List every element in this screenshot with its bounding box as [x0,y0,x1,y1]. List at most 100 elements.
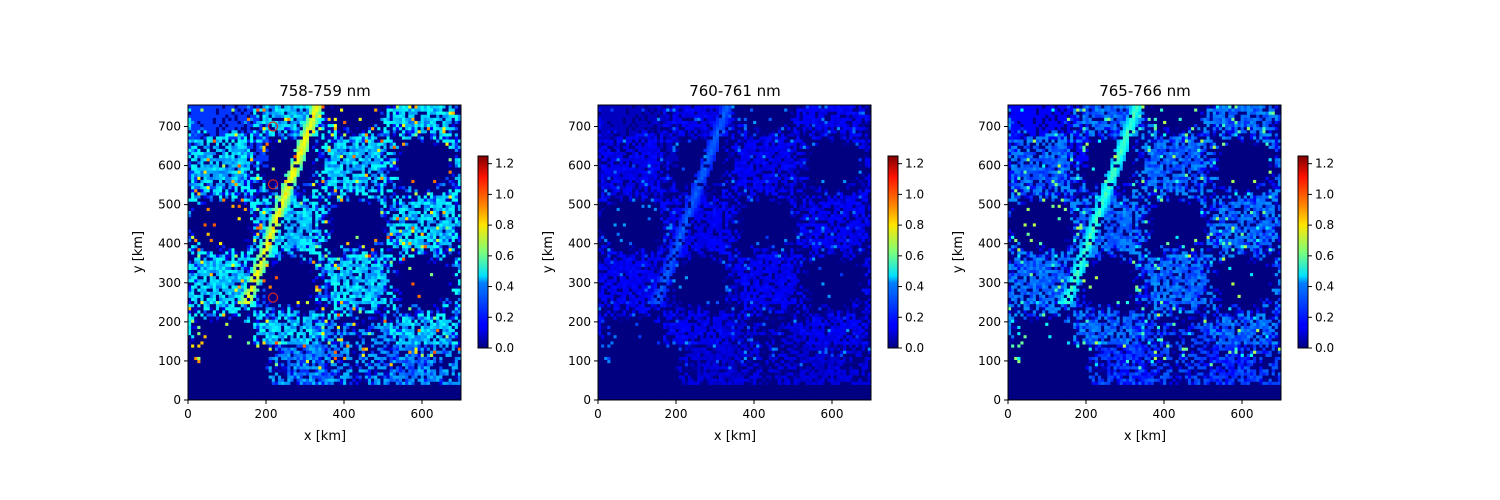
heatmap-cell [430,329,434,333]
heatmap-cell [387,353,391,357]
heatmap-cell [359,357,363,361]
heatmap-cell [275,307,279,311]
heatmap-cell [337,350,341,354]
heatmap-cell [328,254,332,258]
heatmap-cell [433,310,437,314]
heatmap-cell [204,378,208,382]
heatmap-cell [293,266,297,270]
heatmap-cell [247,384,251,388]
heatmap-cell [312,245,316,249]
heatmap-cell [262,294,266,298]
heatmap-cell [331,332,335,336]
heatmap-cell [244,394,248,398]
heatmap-cell [303,260,307,264]
heatmap-cell [421,338,425,342]
heatmap-cell [219,350,223,354]
heatmap-cell [228,335,232,339]
heatmap-cell [405,338,409,342]
heatmap-cell [331,335,335,339]
heatmap-cell [346,273,350,277]
heatmap-cell [328,338,332,342]
heatmap-cell [377,285,381,289]
heatmap-cell [238,229,242,233]
heatmap-cell [405,322,409,326]
heatmap-cell [331,298,335,302]
heatmap-cell [337,285,341,289]
heatmap-cell [241,372,245,376]
heatmap-cell [445,360,449,364]
heatmap-cell [225,384,229,388]
heatmap-cell [455,375,459,379]
heatmap-cell [405,301,409,305]
heatmap-cell [275,347,279,351]
heatmap-cell [300,325,304,329]
heatmap-cell [219,378,223,382]
heatmap-cell [452,235,456,239]
heatmap-cell [430,347,434,351]
heatmap-cell [430,248,434,252]
heatmap-cell [331,347,335,351]
heatmap-cell [352,388,356,392]
heatmap-cell [328,391,332,395]
heatmap-cell [262,291,266,295]
heatmap-cell [238,263,242,267]
heatmap-cell [216,325,220,329]
heatmap-cell [449,381,453,385]
heatmap-cell [235,329,239,333]
heatmap-cell [204,388,208,392]
heatmap-cell [436,369,440,373]
heatmap-cell [272,350,276,354]
heatmap-cell [352,344,356,348]
heatmap-cell [191,338,195,342]
heatmap-cell [312,223,316,227]
heatmap-cell [383,239,387,243]
heatmap-cell [247,266,251,270]
heatmap-cell [383,322,387,326]
heatmap-cell [359,307,363,311]
heatmap-cell [281,273,285,277]
heatmap-cell [228,329,232,333]
heatmap-cell [225,391,229,395]
heatmap-cell [207,332,211,336]
heatmap-cell [343,372,347,376]
heatmap-cell [266,239,270,243]
heatmap-cell [219,260,223,264]
heatmap-cell [275,310,279,314]
heatmap-cell [275,369,279,373]
heatmap-cell [290,229,294,233]
heatmap-cell [297,232,301,236]
heatmap-cell [259,235,263,239]
heatmap-cell [303,288,307,292]
heatmap-cell [436,366,440,370]
heatmap-cell [421,388,425,392]
heatmap-cell [256,229,260,233]
heatmap-cell [222,322,226,326]
heatmap-cell [356,332,360,336]
heatmap-cell [343,366,347,370]
heatmap-cell [452,375,456,379]
heatmap-cell [290,372,294,376]
heatmap-cell [262,301,266,305]
heatmap-cell [414,229,418,233]
heatmap-cell [222,239,226,243]
heatmap-cell [290,338,294,342]
heatmap-cell [281,242,285,246]
heatmap-cell [408,363,412,367]
heatmap-cell [204,242,208,246]
heatmap-cell [387,322,391,326]
heatmap-cell [300,257,304,261]
heatmap-cell [222,279,226,283]
heatmap-cell [200,226,204,230]
heatmap-cell [204,375,208,379]
heatmap-cell [250,288,254,292]
heatmap-cell [297,266,301,270]
heatmap-cell [371,378,375,382]
heatmap-cell [244,313,248,317]
heatmap-cell [377,381,381,385]
heatmap-cell [225,372,229,376]
heatmap-cell [430,270,434,274]
heatmap-cell [377,245,381,249]
heatmap-cell [200,298,204,302]
heatmap-cell [362,319,366,323]
heatmap-cell [396,378,400,382]
